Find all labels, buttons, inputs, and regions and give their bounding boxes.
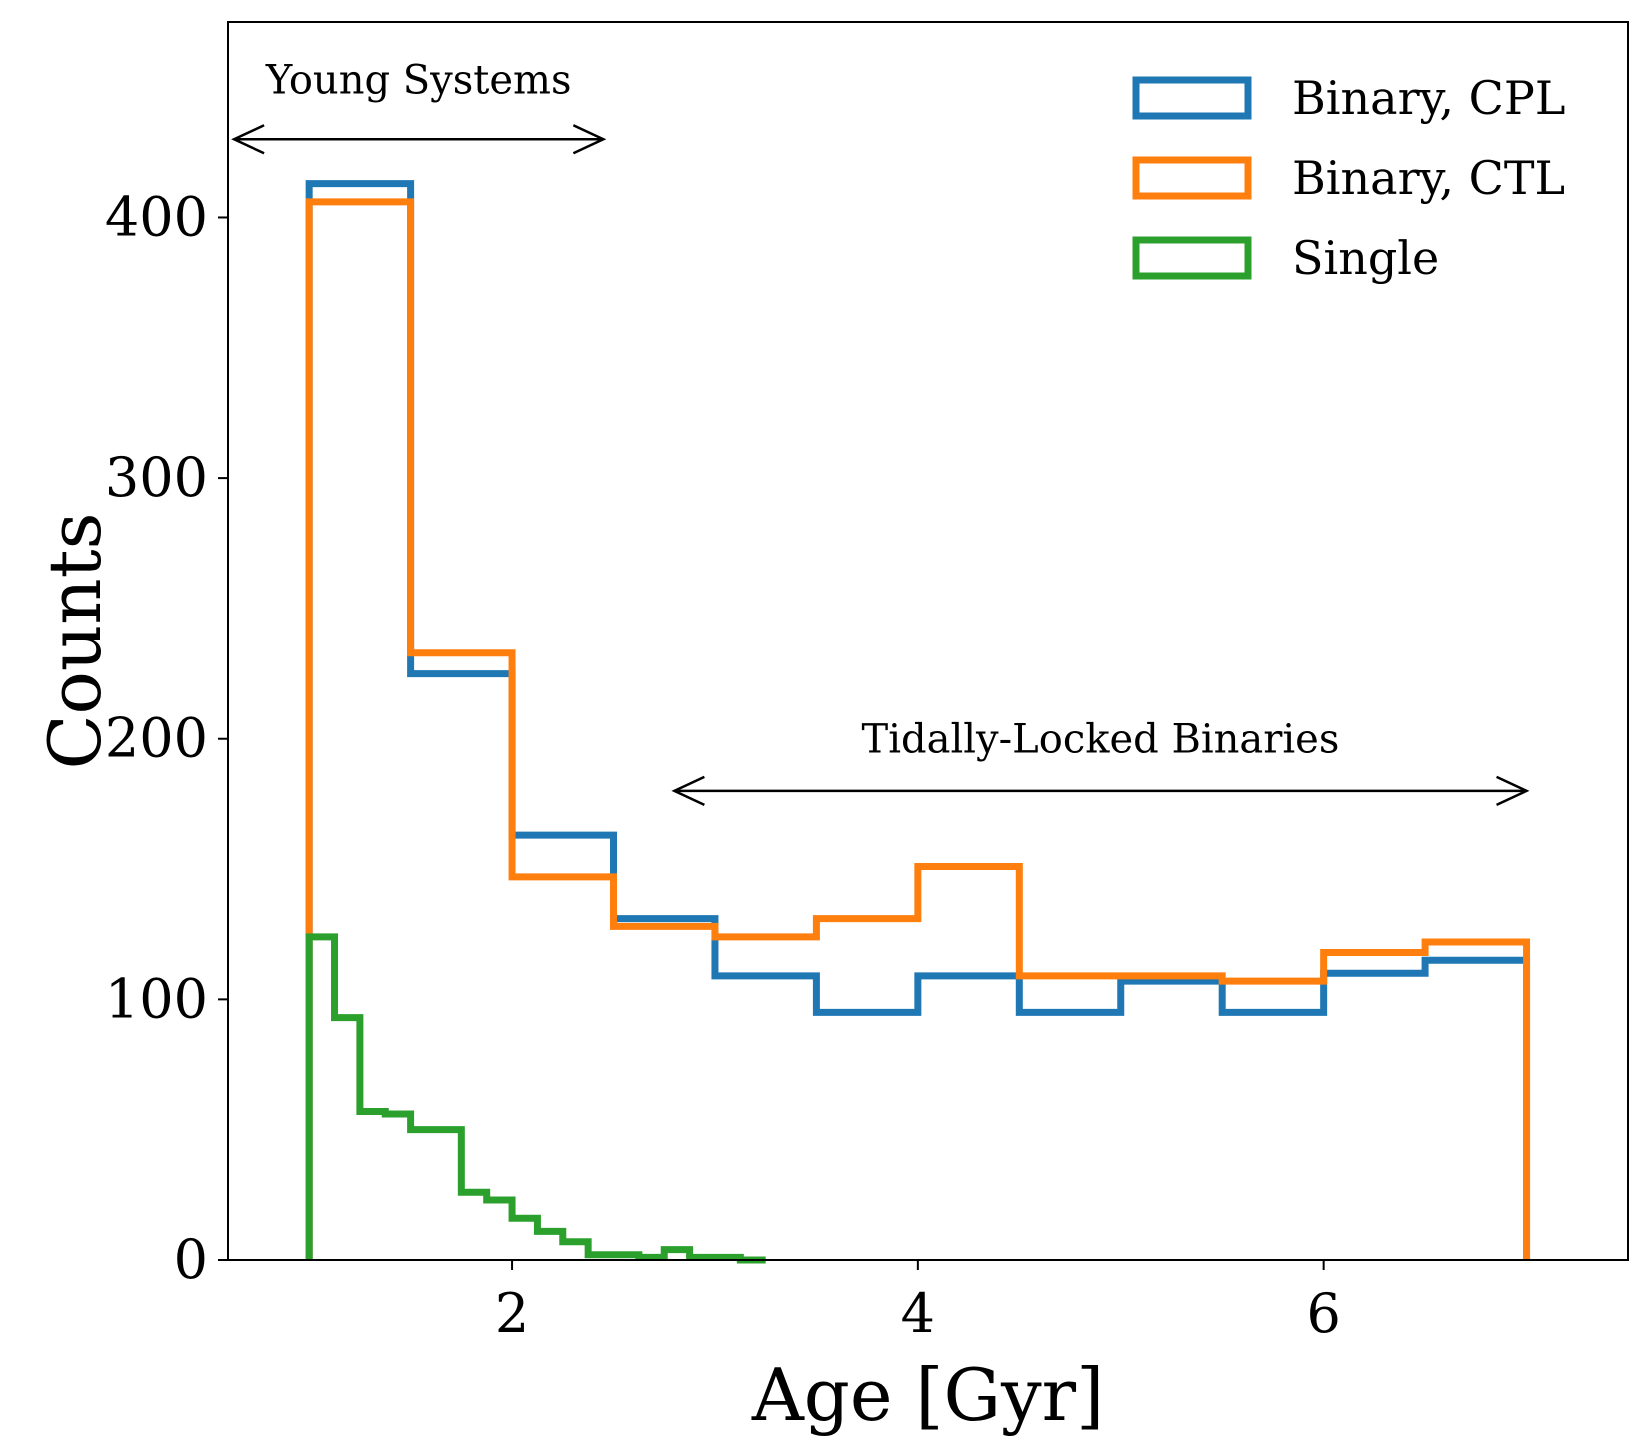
annotation-label-tidally-locked-binaries: Tidally-Locked Binaries [862, 717, 1340, 763]
plot-frame [227, 21, 1629, 1261]
y-axis-label: Counts [33, 512, 117, 769]
annotation-label-young-systems: Young Systems [265, 57, 572, 103]
legend-label-binary-ctl: Binary, CTL [1292, 151, 1565, 205]
legend-swatch-binary-cpl [1132, 76, 1252, 120]
x-tick-label: 2 [495, 1282, 529, 1345]
y-tick-label: 300 [105, 446, 208, 509]
series-single [305, 933, 766, 1264]
x-tick-label: 6 [1306, 1282, 1340, 1345]
y-tick-label: 400 [105, 185, 208, 248]
y-tick-label: 100 [105, 967, 208, 1030]
y-tick-label: 0 [174, 1228, 208, 1291]
legend-label-single: Single [1292, 231, 1439, 285]
arrow-head-left [231, 124, 265, 155]
arrow-head-right [1496, 775, 1530, 806]
legend-swatch-single [1132, 236, 1252, 280]
series-binary-ctl [305, 198, 1531, 1260]
legend: Binary, CPL Binary, CTL Single [1132, 71, 1565, 285]
legend-swatch-binary-ctl [1132, 156, 1252, 200]
plot-area [305, 180, 1531, 1264]
y-axis: 0 100 200 300 400 [105, 185, 228, 1291]
y-tick-label: 200 [105, 707, 208, 770]
x-tick-label: 4 [901, 1282, 935, 1345]
arrow-head-right [572, 124, 607, 155]
annotations: Young Systems Tidally-Locked Binaries [231, 57, 1530, 806]
legend-label-binary-cpl: Binary, CPL [1292, 71, 1565, 125]
x-axis: 2 4 6 [495, 1260, 1341, 1345]
arrow-head-left [671, 775, 705, 806]
x-axis-label: Age [Gyr] [751, 1353, 1104, 1437]
